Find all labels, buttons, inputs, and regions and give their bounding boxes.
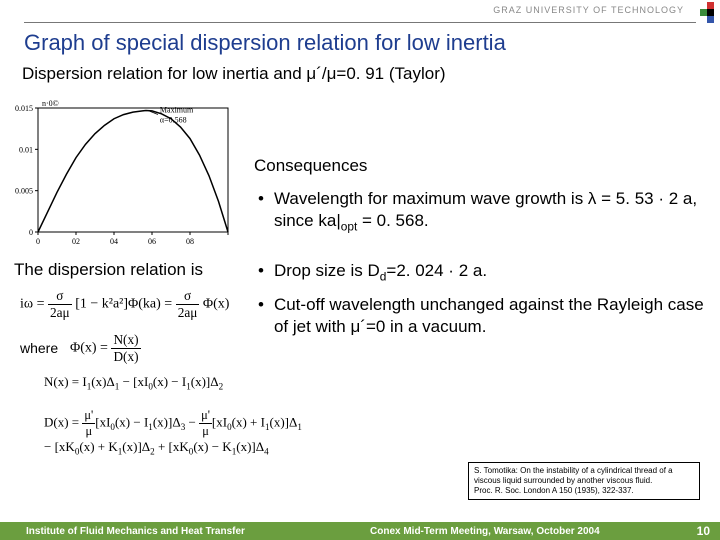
footer-center: Conex Mid-Term Meeting, Warsaw, October … [370, 526, 600, 537]
citation-ref: Proc. R. Soc. London A 150 (1935), 322-3… [474, 486, 634, 495]
svg-text:0: 0 [29, 228, 33, 237]
header-divider [24, 22, 696, 23]
svg-text:α=0.568: α=0.568 [160, 115, 187, 124]
equation-iomega: iω = σ2aμ [1 − k²a²]Φ(ka) = σ2aμ Φ(x) [20, 288, 252, 321]
dispersion-chart: 0 02 04 06 08 0 0.005 0.01 n·0© 0.015 Maximumα=0.5… [6, 94, 238, 250]
header-org: GRAZ UNIVERSITY OF TECHNOLOGY [493, 5, 684, 15]
bullet-cutoff: •Cut-off wavelength unchanged against th… [254, 294, 706, 338]
svg-text:0: 0 [36, 237, 40, 246]
svg-text:n·0©: n·0© [42, 99, 59, 108]
dispersion-relation-label: The dispersion relation is [14, 260, 203, 280]
svg-text:Maximum: Maximum [160, 105, 194, 114]
footer-bar: Institute of Fluid Mechanics and Heat Tr… [0, 522, 720, 540]
svg-text:0.015: 0.015 [15, 104, 33, 113]
svg-text:04: 04 [110, 237, 118, 246]
svg-text:0.005: 0.005 [15, 187, 33, 196]
slide-subtitle: Dispersion relation for low inertia and … [22, 64, 446, 84]
svg-text:0.01: 0.01 [19, 145, 33, 154]
consequences-heading: Consequences [254, 156, 367, 176]
citation-text: S. Tomotika: On the instability of a cyl… [474, 466, 673, 485]
footer-left: Institute of Fluid Mechanics and Heat Tr… [26, 526, 245, 537]
tug-logo [692, 2, 714, 24]
equation-dx: D(x) = μ'μ[xI0(x) − I1(x)]Δ3 − μ'μ[xI0(x… [44, 408, 664, 457]
slide-title: Graph of special dispersion relation for… [24, 30, 506, 56]
bullet-wavelength: •Wavelength for maximum wave growth is λ… [254, 188, 706, 235]
bullet-dropsize: •Drop size is Dd=2. 024 · 2 a. [254, 260, 706, 285]
equation-nx: N(x) = I1(x)Δ1 − [xI0(x) − I1(x)]Δ2 [44, 374, 664, 392]
header-bar: GRAZ UNIVERSITY OF TECHNOLOGY [0, 0, 720, 20]
svg-text:02: 02 [72, 237, 80, 246]
citation-box: S. Tomotika: On the instability of a cyl… [468, 462, 700, 500]
equation-phi: Φ(x) = N(x)D(x) [70, 332, 141, 365]
svg-text:08: 08 [186, 237, 194, 246]
where-label: where [20, 340, 58, 356]
svg-text:06: 06 [148, 237, 156, 246]
footer-page: 10 [697, 524, 710, 538]
